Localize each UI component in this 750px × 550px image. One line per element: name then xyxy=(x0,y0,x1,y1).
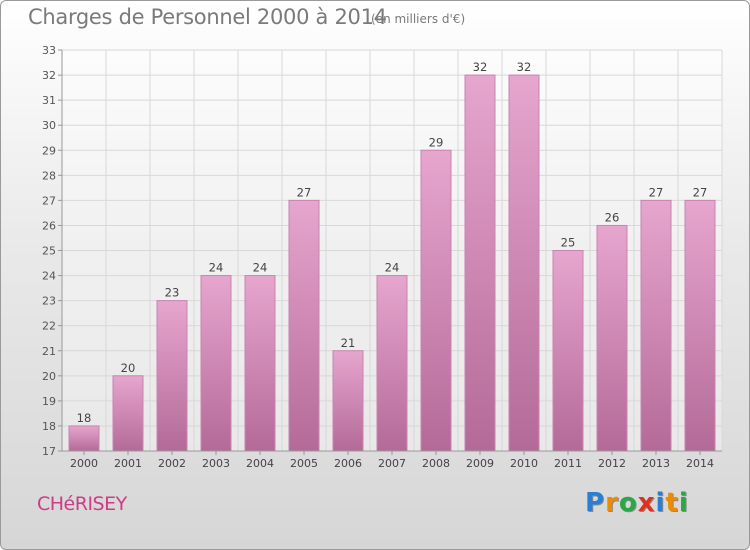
y-tick-label: 25 xyxy=(42,245,56,258)
data-label: 32 xyxy=(473,60,488,74)
labels: 17 18 19 20 21 22 23 24 25 26 27 28 29 30 31 32 33 18 2000… xyxy=(42,44,714,470)
y-tick-label: 26 xyxy=(42,219,56,232)
logo-letter: o xyxy=(618,488,638,518)
data-label: 25 xyxy=(561,236,576,250)
y-tick-label: 29 xyxy=(42,144,56,157)
axes xyxy=(58,49,722,455)
y-tick-label: 28 xyxy=(42,169,56,182)
y-tick-label: 18 xyxy=(42,420,56,433)
y-tick-label: 20 xyxy=(42,370,56,383)
data-label: 24 xyxy=(385,261,400,275)
y-tick-label: 23 xyxy=(42,295,56,308)
bar xyxy=(68,425,100,452)
logo-letter: t xyxy=(665,488,679,518)
y-tick-label: 17 xyxy=(42,445,56,458)
data-label: 18 xyxy=(77,411,92,425)
bar xyxy=(640,199,672,452)
data-label: 23 xyxy=(165,286,180,300)
bar xyxy=(464,74,496,452)
x-tick-label: 2000 xyxy=(70,457,98,470)
data-label: 32 xyxy=(517,60,532,74)
x-tick-label: 2010 xyxy=(510,457,538,470)
data-label: 26 xyxy=(605,210,620,224)
logo-letter: i xyxy=(655,488,666,518)
x-tick-label: 2004 xyxy=(246,457,274,470)
x-tick-label: 2009 xyxy=(466,457,494,470)
y-tick-label: 21 xyxy=(42,345,56,358)
x-tick-label: 2005 xyxy=(290,457,318,470)
bar xyxy=(684,199,716,452)
bar xyxy=(596,224,628,452)
bar xyxy=(420,149,452,452)
logo-letter: x xyxy=(637,488,656,518)
logo-letter: i xyxy=(678,488,689,518)
bars xyxy=(68,74,716,452)
x-tick-label: 2006 xyxy=(334,457,362,470)
data-label: 20 xyxy=(121,361,136,375)
bar xyxy=(288,199,320,452)
data-label: 27 xyxy=(693,185,708,199)
y-tick-label: 22 xyxy=(42,320,56,333)
data-label: 24 xyxy=(209,261,224,275)
x-tick-label: 2012 xyxy=(598,457,626,470)
y-tick-label: 19 xyxy=(42,395,56,408)
commune-name: CHéRISEY xyxy=(37,493,127,515)
bar xyxy=(332,350,364,452)
logo-letter: P xyxy=(585,488,606,518)
x-tick-label: 2003 xyxy=(202,457,230,470)
bar xyxy=(112,375,144,452)
y-tick-label: 32 xyxy=(42,69,56,82)
y-tick-label: 33 xyxy=(42,44,56,57)
data-label: 27 xyxy=(297,185,312,199)
proxiti-logo: Proxiti xyxy=(585,488,689,518)
x-tick-label: 2002 xyxy=(158,457,186,470)
bar xyxy=(244,275,276,452)
data-label: 24 xyxy=(253,261,268,275)
bar xyxy=(376,275,408,452)
x-tick-label: 2013 xyxy=(642,457,670,470)
x-tick-label: 2008 xyxy=(422,457,450,470)
bar xyxy=(156,300,188,452)
y-tick-label: 24 xyxy=(42,270,56,283)
data-label: 29 xyxy=(429,135,444,149)
bar xyxy=(200,275,232,452)
y-tick-label: 31 xyxy=(42,94,56,107)
y-tick-label: 30 xyxy=(42,119,56,132)
chart-subtitle: (en milliers d'€) xyxy=(371,12,466,26)
bar xyxy=(552,250,584,452)
x-tick-label: 2007 xyxy=(378,457,406,470)
x-tick-label: 2001 xyxy=(114,457,142,470)
y-tick-label: 27 xyxy=(42,194,56,207)
bar xyxy=(508,74,540,452)
chart-title: Charges de Personnel 2000 à 2014 xyxy=(28,5,387,29)
data-label: 27 xyxy=(649,185,664,199)
x-tick-label: 2014 xyxy=(686,457,714,470)
data-label: 21 xyxy=(341,336,356,350)
x-tick-label: 2011 xyxy=(554,457,582,470)
logo-letter: r xyxy=(605,488,619,518)
